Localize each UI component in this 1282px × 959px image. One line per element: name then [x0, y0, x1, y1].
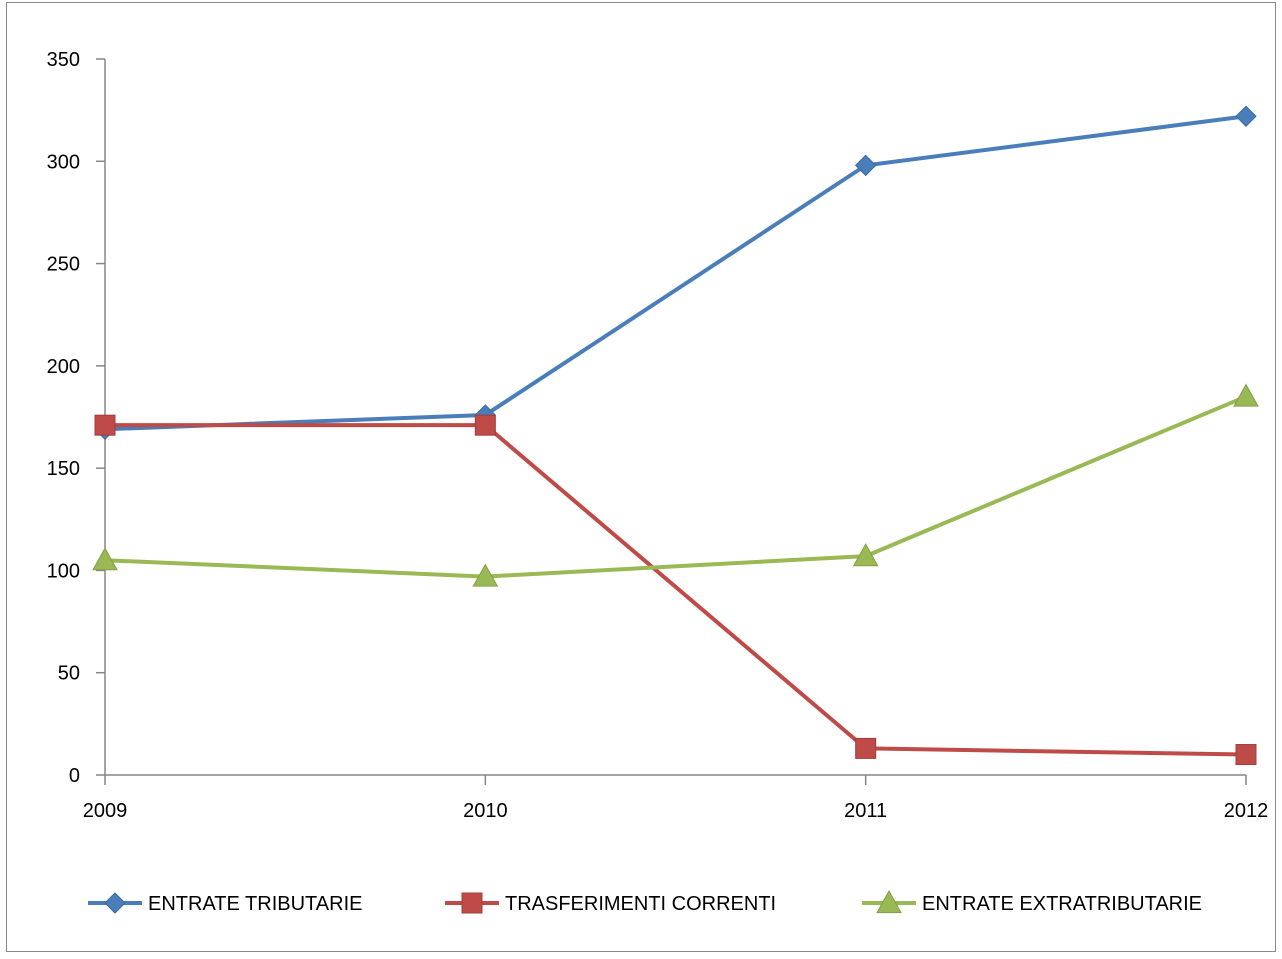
series-line	[103, 394, 1248, 579]
data-point	[854, 154, 877, 177]
y-tick-label: 100	[47, 560, 80, 582]
legend-entry: TRASFERIMENTI CORRENTI	[445, 892, 776, 915]
y-tick-label: 0	[69, 765, 80, 787]
chart-frame	[6, 2, 1276, 952]
x-tick-label: 2011	[844, 800, 887, 822]
y-tick-label: 50	[58, 663, 80, 685]
series-line	[103, 423, 1248, 757]
data-point	[94, 414, 116, 436]
legend-label: ENTRATE TRIBUTARIE	[148, 893, 362, 915]
legend-label: ENTRATE EXTRATRIBUTARIE	[922, 893, 1202, 915]
legend-marker	[876, 889, 902, 914]
data-point	[472, 563, 499, 587]
legend-label: TRASFERIMENTI CORRENTI	[505, 893, 776, 915]
y-tick-label: 300	[47, 151, 80, 173]
y-tick-label: 150	[47, 458, 80, 480]
data-point	[1235, 105, 1257, 127]
x-tick-label: 2009	[83, 800, 128, 822]
series-markers-1	[94, 414, 1257, 766]
legend-marker	[461, 892, 483, 914]
data-point	[855, 737, 877, 759]
series-markers-0	[94, 105, 1257, 440]
legend-entry: ENTRATE EXTRATRIBUTARIE	[862, 889, 1202, 915]
data-point	[474, 414, 496, 436]
data-point	[1233, 383, 1259, 407]
data-point	[1235, 744, 1257, 766]
series-markers-2	[92, 383, 1259, 587]
series-1	[103, 423, 1248, 757]
axes: 0 50 100 150 200 250 300 350 2009 2010 2011 2012	[47, 49, 1269, 822]
y-tick-label: 250	[47, 254, 80, 276]
y-tick-label: 350	[47, 49, 80, 71]
series-layer	[92, 105, 1259, 766]
legend: ENTRATE TRIBUTARIE TRASFERIMENTI CORRENTI…	[88, 889, 1202, 915]
series-2	[103, 394, 1248, 579]
legend-entry: ENTRATE TRIBUTARIE	[88, 892, 362, 915]
data-point	[92, 547, 118, 571]
y-tick-label: 200	[47, 356, 80, 378]
x-tick-label: 2010	[463, 800, 508, 822]
series-line	[103, 114, 1248, 432]
data-point	[852, 543, 879, 567]
legend-marker	[104, 892, 126, 914]
series-0	[103, 114, 1248, 432]
x-tick-label: 2012	[1224, 800, 1269, 822]
